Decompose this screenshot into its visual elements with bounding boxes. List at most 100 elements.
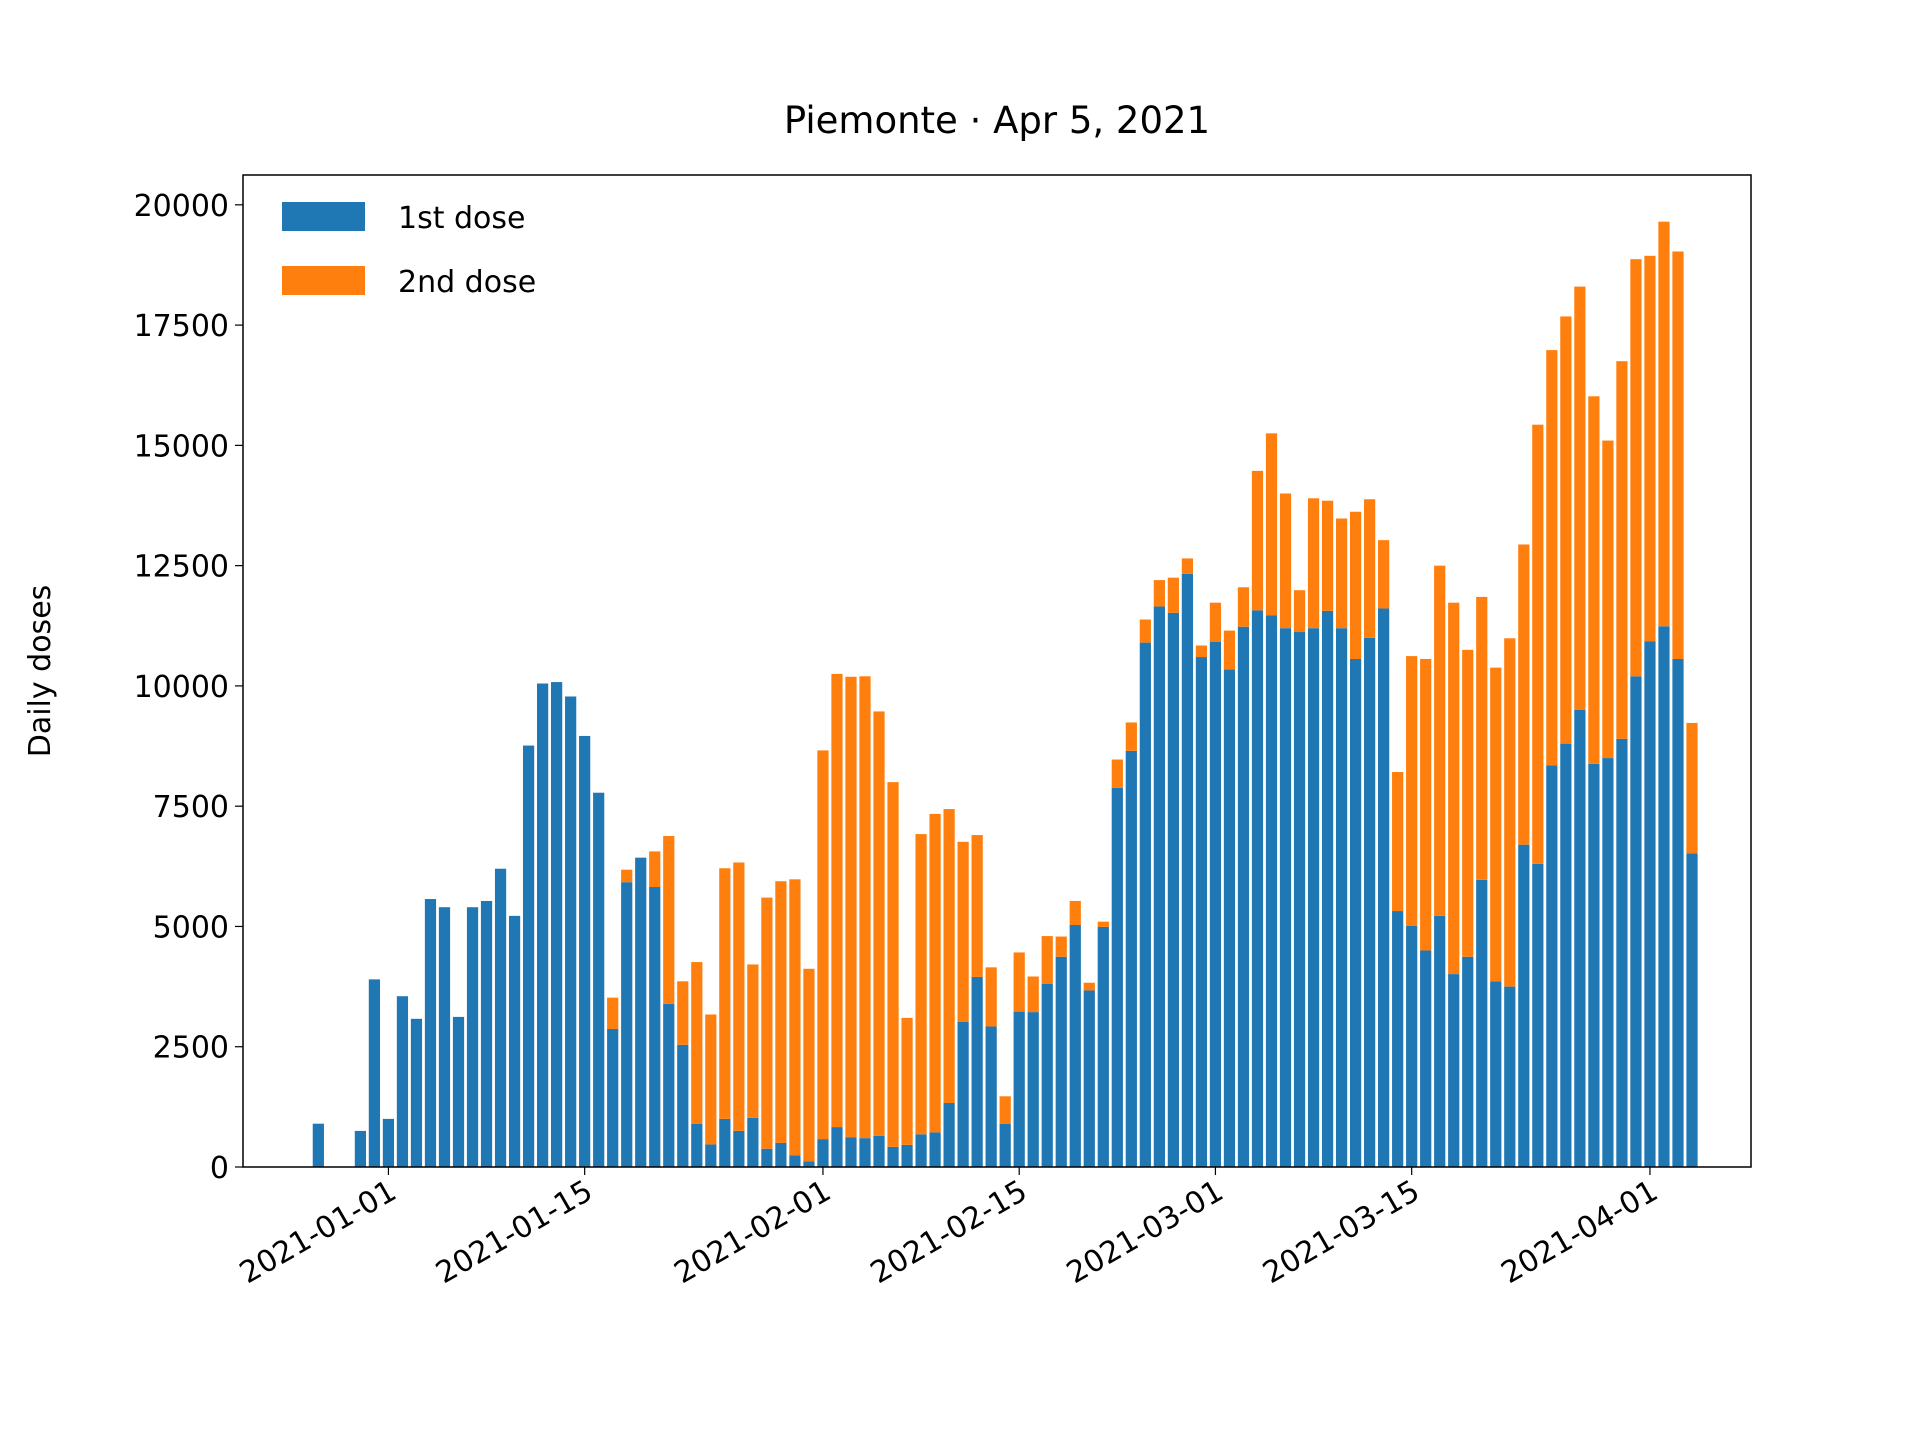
bar [901, 1144, 913, 1167]
y-axis-label: Daily doses [23, 585, 58, 758]
x-tick-label: 2021-03-01 [1061, 1174, 1229, 1291]
bar [915, 1134, 927, 1167]
bar [999, 1123, 1011, 1167]
bar [1602, 440, 1614, 759]
bar [747, 1117, 759, 1167]
bar [565, 696, 577, 1167]
bar [831, 1127, 843, 1167]
bar [817, 1139, 829, 1167]
y-tick-label: 12500 [134, 550, 229, 585]
bar [1111, 787, 1123, 1167]
bar [1293, 632, 1306, 1167]
bar [1027, 1012, 1039, 1167]
bar [1111, 759, 1123, 788]
bar [957, 1021, 969, 1167]
bar [915, 834, 927, 1135]
bar [396, 996, 409, 1167]
bar [1686, 853, 1698, 1167]
bar [1630, 676, 1642, 1167]
bar [1251, 610, 1264, 1167]
bar [1181, 558, 1194, 574]
bar [424, 899, 437, 1167]
bar [1686, 722, 1698, 854]
bar [789, 1155, 801, 1167]
bar [1406, 656, 1418, 926]
bar [747, 964, 759, 1118]
bar [1125, 750, 1137, 1167]
bar [621, 869, 633, 883]
chart-title: Piemonte · Apr 5, 2021 [784, 99, 1210, 142]
bar [1378, 540, 1390, 609]
bar [971, 976, 983, 1167]
bar [1083, 982, 1095, 991]
bar [859, 1138, 871, 1167]
x-tick-label: 2021-02-15 [865, 1174, 1033, 1291]
bar [719, 868, 731, 1119]
bar [1560, 316, 1572, 744]
bar [1364, 499, 1376, 638]
y-tick-label: 0 [210, 1151, 229, 1186]
bar [1321, 610, 1334, 1167]
bar [1195, 645, 1208, 658]
bar [1672, 251, 1684, 659]
bar [1265, 433, 1278, 616]
bar [382, 1118, 395, 1167]
bar [1672, 658, 1684, 1167]
bar [873, 711, 885, 1136]
bar [1420, 658, 1432, 951]
bar [1364, 637, 1376, 1167]
bar [1279, 628, 1292, 1167]
bar [1644, 641, 1656, 1167]
bar [775, 1142, 787, 1167]
bar [508, 915, 521, 1167]
bar [1560, 743, 1572, 1167]
bar [1518, 544, 1530, 845]
bar [1279, 493, 1292, 629]
bar [789, 879, 801, 1156]
bar [1181, 573, 1194, 1167]
bar [635, 857, 647, 1167]
bar [1153, 606, 1165, 1167]
bar [1335, 628, 1348, 1167]
bar [1167, 612, 1179, 1167]
bar [1097, 926, 1109, 1167]
bar [859, 676, 871, 1139]
bar [466, 907, 479, 1167]
bar [1490, 667, 1502, 982]
legend-label: 1st dose [398, 201, 526, 236]
bar [1083, 990, 1095, 1167]
bar [1209, 641, 1222, 1167]
bar [452, 1016, 465, 1167]
bar [873, 1135, 885, 1167]
bar [1392, 911, 1404, 1167]
bar [999, 1096, 1011, 1124]
bar [1574, 286, 1586, 710]
bar [1434, 915, 1446, 1167]
legend-swatch [282, 202, 365, 231]
bar [649, 887, 661, 1167]
bar [1658, 626, 1670, 1167]
bar [1349, 658, 1362, 1167]
bar [1616, 738, 1628, 1167]
x-tick-label: 2021-02-01 [668, 1174, 836, 1291]
bar [677, 1044, 689, 1167]
bar [607, 997, 619, 1029]
bar [733, 862, 745, 1131]
bar [1167, 577, 1179, 613]
bar [929, 813, 941, 1133]
bar [593, 792, 605, 1167]
bar [1055, 956, 1067, 1167]
bar [985, 1026, 997, 1167]
bar [1223, 669, 1236, 1167]
bar [537, 683, 549, 1167]
bar [1195, 657, 1208, 1167]
bar [410, 1018, 423, 1167]
bar [803, 968, 815, 1162]
bar [1406, 925, 1418, 1167]
y-tick-label: 5000 [153, 910, 229, 945]
bar [1504, 986, 1516, 1167]
bar [971, 835, 983, 977]
bar [1462, 649, 1474, 957]
bar [579, 735, 591, 1167]
